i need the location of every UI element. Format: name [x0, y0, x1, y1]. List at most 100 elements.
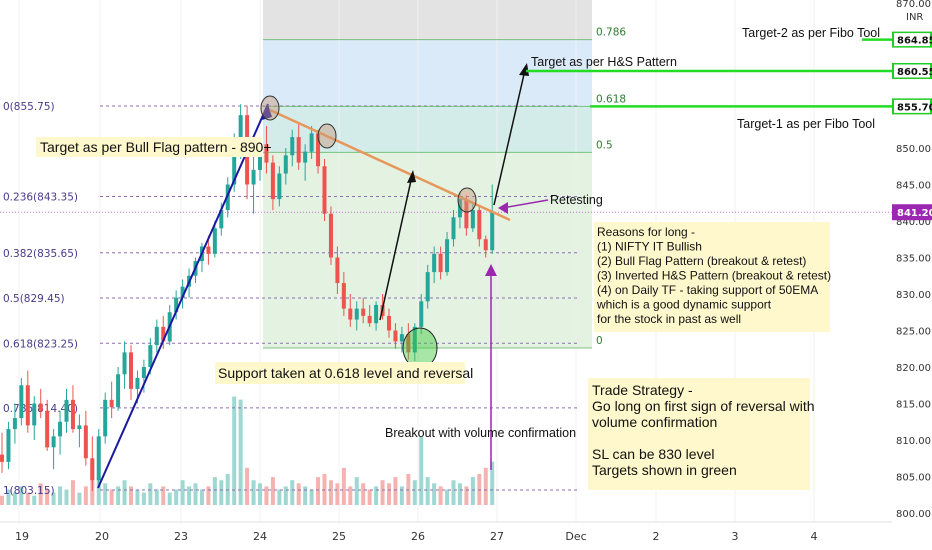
- volume-bar: [109, 489, 114, 505]
- bull-flag-box: [36, 137, 262, 157]
- price-badge: [892, 204, 932, 221]
- shoulder-circle-0: [260, 95, 280, 121]
- reasons-line: for the stock in past as well: [597, 312, 741, 326]
- candle-body: [0, 454, 4, 462]
- candle-body: [12, 418, 17, 430]
- candle-body: [328, 213, 333, 258]
- fib-right-label: 0.786: [596, 27, 626, 39]
- volume-bar: [83, 486, 88, 505]
- reasons-line: (2) Bull Flag Pattern (breakout & retest…: [597, 254, 806, 268]
- volume-bar: [425, 477, 430, 505]
- volume-bar: [432, 483, 437, 505]
- volume-bar: [303, 486, 308, 505]
- volume-bar: [277, 489, 282, 505]
- volume-bar: [316, 477, 321, 505]
- bull-flag-label: Target as per Bull Flag pattern - 890+: [40, 139, 272, 155]
- volume-bar: [174, 489, 179, 505]
- price-badge-label: 855.70: [897, 102, 932, 113]
- candle-body: [303, 151, 308, 163]
- time-axis: 19 20 23 24 25 26 27 Dec 2 3 4: [0, 521, 892, 550]
- candle-body: [374, 304, 379, 324]
- volume-bar: [32, 495, 37, 505]
- volume-bar: [25, 492, 30, 505]
- support-box: [215, 362, 465, 384]
- volume-bar: [148, 483, 153, 505]
- candle-body: [399, 334, 404, 342]
- volume-bar: [483, 467, 488, 505]
- move-arrow-2-head: [519, 63, 529, 76]
- volume-bar: [335, 483, 340, 505]
- candle-body: [335, 257, 340, 284]
- candle-body: [141, 367, 146, 378]
- candle-body: [161, 326, 166, 342]
- volume-bar: [361, 483, 366, 505]
- volume-bar: [354, 477, 359, 505]
- candle-body: [361, 308, 366, 316]
- candle-body: [232, 140, 237, 185]
- volume-bar: [206, 486, 211, 505]
- volume-bar: [58, 486, 63, 505]
- candle-body: [174, 297, 179, 313]
- volume-bar: [225, 474, 230, 505]
- shoulder-circle-1: [317, 123, 337, 149]
- candle-body: [290, 137, 295, 156]
- candle-body: [432, 253, 437, 273]
- retest-arrow: [501, 199, 549, 209]
- volume-bar: [296, 483, 301, 505]
- candle-body: [238, 115, 243, 141]
- move-arrow-1: [379, 175, 413, 321]
- x-tick: 23: [174, 530, 188, 543]
- candle-body: [490, 212, 495, 251]
- fib-label: 0(855.75): [3, 101, 55, 113]
- volume-bar: [328, 480, 333, 505]
- volume-bar: [232, 396, 237, 505]
- candle-body: [70, 399, 75, 430]
- volume-bar: [77, 492, 82, 505]
- support-label: Support taken at 0.618 level and reversa…: [218, 365, 473, 381]
- x-tick: 4: [811, 530, 818, 543]
- candle-body: [393, 330, 398, 342]
- price-badge-inner: [894, 33, 930, 47]
- candle-body: [212, 228, 217, 254]
- volume-bar: [412, 480, 417, 505]
- y-tick: 850.00: [896, 144, 931, 155]
- price-badge-inner: [894, 64, 930, 78]
- fib-label: 0.236(843.35): [3, 192, 78, 204]
- currency-label: INR: [906, 12, 923, 23]
- volume-bar: [457, 483, 462, 505]
- candle-body: [341, 283, 346, 309]
- fib-right-label: 0.618: [596, 93, 626, 105]
- volume-bar: [116, 486, 121, 505]
- y-tick: 805.00: [896, 473, 931, 484]
- candle-body: [445, 239, 450, 273]
- volume-bar: [490, 461, 495, 505]
- fib-right-label: 0.5: [596, 139, 613, 151]
- volume-bar: [245, 467, 250, 505]
- x-tick: 3: [732, 530, 739, 543]
- x-tick: 2: [653, 530, 660, 543]
- volume-bar: [283, 486, 288, 505]
- x-tick: 26: [411, 530, 425, 543]
- volume-bar: [70, 480, 75, 505]
- volume-bar: [270, 477, 275, 505]
- top-tick-partial: 870.00: [896, 0, 931, 10]
- volume-bar: [451, 480, 456, 505]
- y-tick: 840.00: [896, 217, 931, 228]
- volume-bar: [393, 477, 398, 505]
- candle-body: [180, 286, 185, 298]
- candle-body: [116, 374, 121, 408]
- candle-body: [45, 410, 50, 448]
- candle-body: [470, 210, 475, 229]
- price-badge-label: 864.85: [897, 36, 932, 47]
- flagpole-arrowhead: [262, 104, 272, 120]
- reasons-line: Reasons for long -: [597, 225, 695, 239]
- candle-body: [316, 133, 321, 167]
- volume-bar: [19, 486, 24, 505]
- candle-body: [122, 352, 127, 375]
- fib-right-label: 0: [596, 335, 603, 347]
- candle-body: [277, 173, 282, 200]
- x-tick: 24: [253, 530, 267, 543]
- candle-body: [32, 403, 37, 426]
- volume-bar: [64, 489, 69, 505]
- volume-bar: [129, 486, 133, 505]
